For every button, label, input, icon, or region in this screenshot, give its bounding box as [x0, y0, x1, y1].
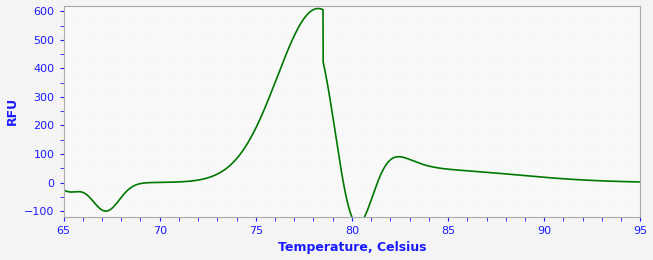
Y-axis label: RFU: RFU [6, 97, 18, 125]
X-axis label: Temperature, Celsius: Temperature, Celsius [278, 242, 426, 255]
